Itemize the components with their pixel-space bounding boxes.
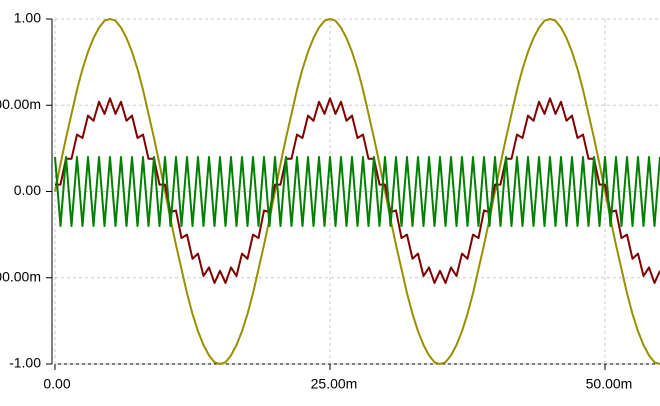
y-tick-label: -500.00m [0,268,41,284]
y-tick-label: 500.00m [0,96,41,112]
series-line [55,97,660,284]
y-tick-label: 0.00 [14,182,41,198]
x-tick-label: 50.00m [586,376,633,392]
series-line [54,156,660,227]
x-tick-label: 25.00m [311,376,358,392]
y-tick-label: -1.00 [9,355,41,371]
series-line [54,18,660,365]
y-tick-label: 1.00 [14,10,41,26]
x-tick-label: 0.00 [43,376,70,392]
